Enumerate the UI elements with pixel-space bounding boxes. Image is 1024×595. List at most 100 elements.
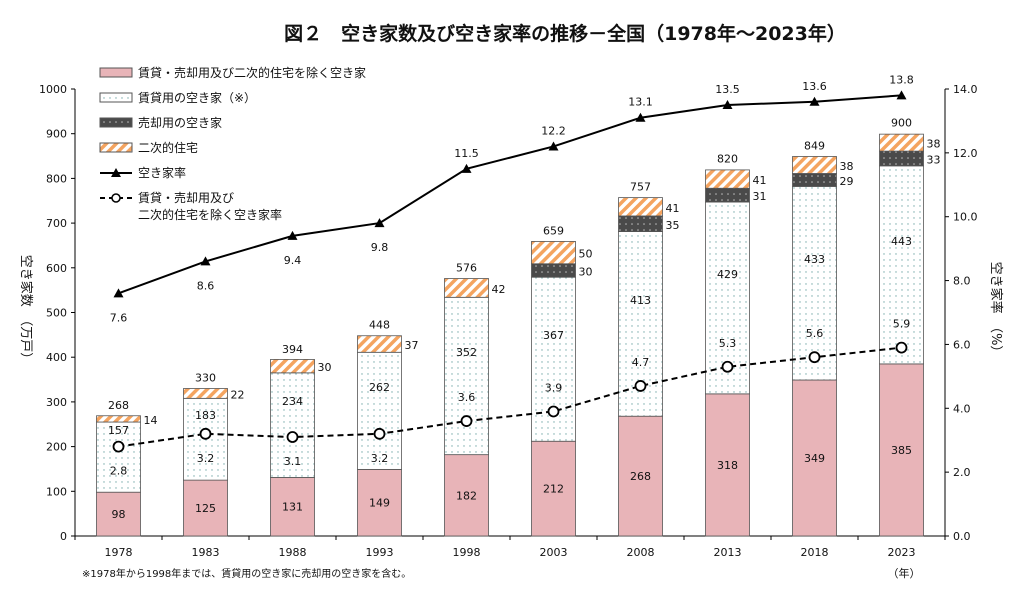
- bar-secondary-label: 41: [666, 202, 680, 215]
- bar-rental: [879, 165, 924, 365]
- bar-secondary: [96, 415, 141, 423]
- vacancy-rate-point: [461, 163, 472, 173]
- bar-secondary: [705, 169, 750, 189]
- vacancy-rate-point: [548, 141, 559, 151]
- chart-title: 図２ 空き家数及び空き家率の推移－全国（1978年～2023年）: [284, 22, 846, 45]
- vacancy-rate-point: [722, 99, 733, 109]
- y-tick-label: 700: [46, 217, 67, 230]
- bar-rental-label: 443: [891, 235, 912, 248]
- bar-total-label: 394: [282, 343, 303, 356]
- bar-secondary-label: 22: [231, 388, 245, 401]
- legend-label: 賃貸・売却用及び: [138, 190, 234, 205]
- bar-total-label: 576: [456, 262, 477, 275]
- bar-other-label: 349: [804, 452, 825, 465]
- bar-other: [792, 379, 837, 537]
- x-tick-label: 1993: [366, 546, 394, 559]
- bar-secondary: [357, 335, 402, 353]
- bar-for-sale-label: 31: [753, 190, 767, 203]
- vacancy-rate-point: [374, 218, 385, 228]
- bar-secondary-label: 41: [753, 174, 767, 187]
- other-rate-label: 5.3: [719, 337, 737, 350]
- y2-tick-label: 4.0: [953, 402, 971, 415]
- other-rate-point: [547, 405, 560, 418]
- y-tick-label: 600: [46, 262, 67, 275]
- bar-total-label: 659: [543, 224, 564, 237]
- y-axis-label: 空き家数 （万戸）: [18, 255, 34, 366]
- legend-swatch: [99, 92, 133, 103]
- vacancy-rate-label: 8.6: [197, 279, 215, 292]
- bar-other: [270, 477, 315, 537]
- other-rate-point: [634, 380, 647, 392]
- bar-secondary-label: 37: [405, 339, 419, 352]
- other-rate-label: 2.8: [110, 465, 128, 478]
- bar-total-label: 268: [108, 399, 129, 412]
- other-rate-point: [286, 431, 299, 443]
- bar-total-label: 448: [369, 319, 390, 332]
- bar-rental-label: 413: [630, 294, 651, 307]
- bar-for-sale: [531, 263, 576, 278]
- other-rate-label: 3.2: [371, 452, 389, 465]
- vacancy-rate-point: [809, 96, 820, 106]
- y2-axis-label: 空き家率 （%）: [988, 262, 1004, 359]
- bar-rental-label: 183: [195, 409, 216, 422]
- vacancy-rate-label: 13.5: [715, 83, 740, 96]
- other-rate-point: [895, 341, 908, 354]
- vacancy-rate-point: [287, 230, 298, 240]
- other-rate-label: 3.2: [197, 452, 215, 465]
- other-rate-point: [199, 427, 212, 440]
- legend-label: 二次的住宅を除く空き家率: [138, 207, 282, 222]
- bar-for-sale: [792, 173, 837, 187]
- bar-secondary: [444, 278, 489, 298]
- bar-other: [879, 363, 924, 537]
- bar-other: [183, 479, 228, 537]
- legend-label: 空き家率: [138, 165, 186, 180]
- bar-other: [618, 415, 663, 537]
- vacancy-rate-label: 9.4: [284, 254, 302, 267]
- triangle-icon: [111, 168, 121, 177]
- vacancy-rate-point: [113, 288, 124, 298]
- vacancy-rate-label: 13.6: [802, 80, 827, 93]
- y-tick-label: 500: [46, 307, 67, 320]
- y-tick-label: 0: [60, 530, 67, 543]
- vacancy-rate-point: [200, 256, 211, 266]
- bar-rental-label: 262: [369, 381, 390, 394]
- bar-other-label: 182: [456, 489, 477, 502]
- y-tick-label: 900: [46, 128, 67, 141]
- bar-total-label: 820: [717, 152, 738, 165]
- legend-swatch: [99, 67, 133, 78]
- y-tick-label: 800: [46, 172, 67, 185]
- legend-swatch: [99, 117, 133, 128]
- bar-rental-label: 157: [108, 424, 129, 437]
- other-rate-line: [118, 346, 902, 448]
- x-tick-label: 1983: [192, 546, 220, 559]
- bar-secondary-label: 30: [318, 361, 332, 374]
- bar-secondary: [270, 359, 315, 374]
- vacancy-rate-label: 7.6: [110, 311, 128, 324]
- bar-other: [531, 440, 576, 537]
- vacancy-rate-label: 13.8: [889, 73, 914, 86]
- y2-tick-label: 14.0: [953, 83, 978, 96]
- other-rate-label: 5.6: [806, 327, 824, 340]
- vacancy-rate-label: 13.1: [628, 96, 653, 109]
- bar-rental: [444, 296, 489, 456]
- circle-icon: [111, 193, 121, 203]
- x-tick-label: 2018: [801, 546, 829, 559]
- y-tick-label: 100: [46, 485, 67, 498]
- bar-secondary: [792, 156, 837, 174]
- bar-rental-label: 433: [804, 253, 825, 266]
- footnote: ※1978年から1998年までは、賃貸用の空き家に売却用の空き家を含む。: [82, 567, 411, 580]
- bar-total-label: 330: [195, 371, 216, 384]
- other-rate-point: [721, 360, 734, 373]
- bar-rental: [357, 351, 402, 470]
- other-rate-point: [373, 427, 386, 440]
- legend-label: 売却用の空き家: [138, 115, 222, 130]
- bar-for-sale-label: 33: [927, 154, 941, 167]
- vacancy-rate-label: 12.2: [541, 124, 566, 137]
- bar-other: [444, 454, 489, 537]
- bar-for-sale: [705, 187, 750, 203]
- x-unit: （年）: [888, 566, 921, 580]
- bar-total-label: 757: [630, 181, 651, 194]
- bar-rental: [96, 421, 141, 493]
- vacancy-rate-point: [896, 90, 907, 100]
- other-rate-label: 3.9: [545, 381, 563, 394]
